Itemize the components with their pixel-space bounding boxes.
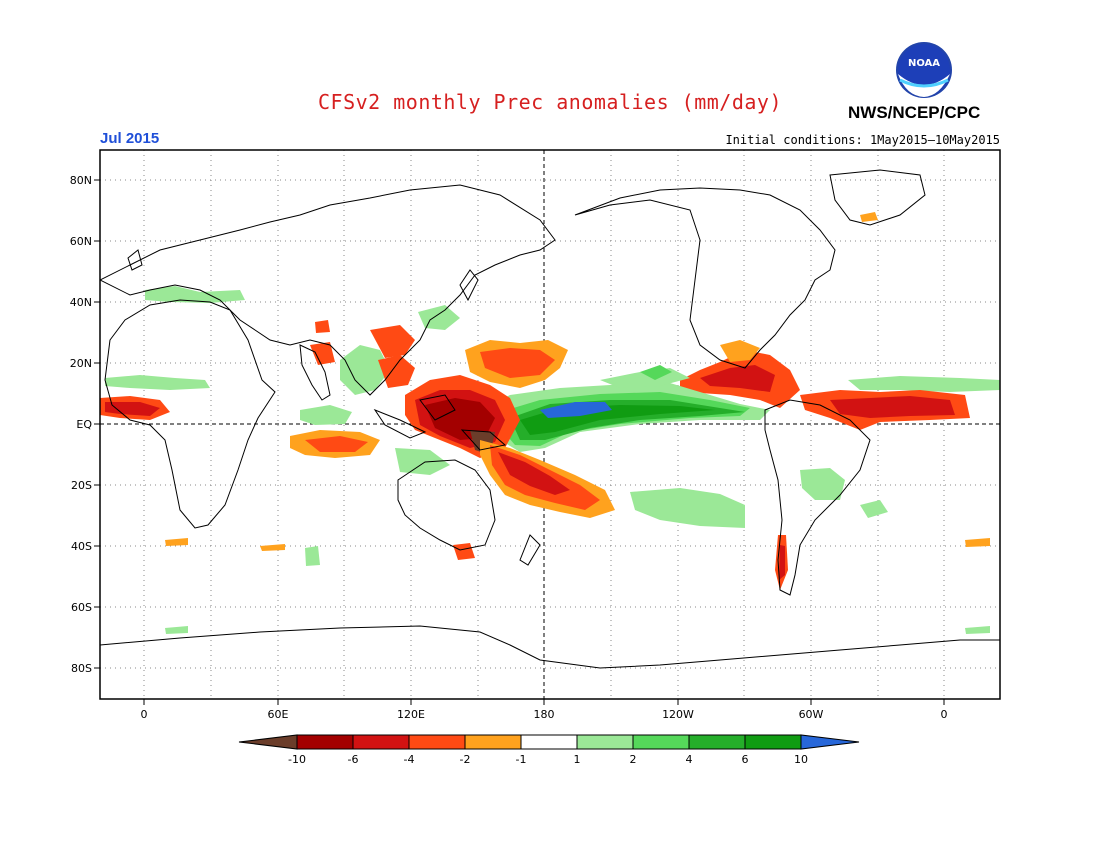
lat-label: 20S xyxy=(71,479,92,492)
lon-label: 0 xyxy=(141,708,148,721)
lon-label: 180 xyxy=(534,708,555,721)
axis-ticks xyxy=(94,179,945,705)
legend-swatch xyxy=(352,734,410,750)
gridlines xyxy=(100,150,1000,699)
lat-labels: 80N 60N 40N 20N EQ 20S 40S 60S 80S xyxy=(70,174,93,675)
legend-swatch xyxy=(576,734,634,750)
legend-label: 1 xyxy=(574,753,581,766)
legend-swatch xyxy=(632,734,690,750)
legend-swatch xyxy=(688,734,746,750)
legend-swatch xyxy=(408,734,466,750)
legend-label: 6 xyxy=(742,753,749,766)
forecast-month: Jul 2015 xyxy=(100,130,160,147)
legend-label: -10 xyxy=(288,753,306,766)
legend-label: 10 xyxy=(794,753,808,766)
legend-label: 2 xyxy=(630,753,637,766)
legend-swatch xyxy=(800,734,860,750)
lon-label: 60E xyxy=(268,708,289,721)
lon-label: 120W xyxy=(662,708,694,721)
lat-label: 40N xyxy=(70,296,92,309)
lat-label: 40S xyxy=(71,540,92,553)
lon-label: 0 xyxy=(941,708,948,721)
noaa-logo-text: NOAA xyxy=(908,58,940,69)
lon-label: 120E xyxy=(397,708,425,721)
map-area xyxy=(94,149,1001,705)
legend-label: -2 xyxy=(460,753,471,766)
noaa-logo: NOAA xyxy=(896,42,952,98)
initial-conditions: Initial conditions: 1May2015–10May2015 xyxy=(725,133,1000,147)
lat-label: 80N xyxy=(70,174,92,187)
legend-swatch xyxy=(296,734,354,750)
coastlines xyxy=(100,169,1000,669)
lat-label: 20N xyxy=(70,357,92,370)
lat-label: EQ xyxy=(76,418,92,431)
lat-label: 60S xyxy=(71,601,92,614)
legend-swatch xyxy=(520,734,578,750)
lon-label: 60W xyxy=(799,708,824,721)
legend-swatch xyxy=(238,734,298,750)
agency-label: NWS/NCEP/CPC xyxy=(848,103,981,122)
legend-swatch xyxy=(464,734,522,750)
legend-swatch xyxy=(744,734,802,750)
precip-anomalies xyxy=(100,212,1000,634)
colorbar-legend: -10 -6 -4 -2 -1 1 2 4 6 10 xyxy=(238,734,860,766)
map-title: CFSv2 monthly Prec anomalies (mm/day) xyxy=(317,90,783,114)
lat-label: 60N xyxy=(70,235,92,248)
lon-labels: 0 60E 120E 180 120W 60W 0 xyxy=(141,708,948,721)
legend-label: -6 xyxy=(348,753,359,766)
legend-label: -4 xyxy=(404,753,415,766)
lat-label: 80S xyxy=(71,662,92,675)
legend-label: 4 xyxy=(686,753,693,766)
legend-label: -1 xyxy=(516,753,527,766)
